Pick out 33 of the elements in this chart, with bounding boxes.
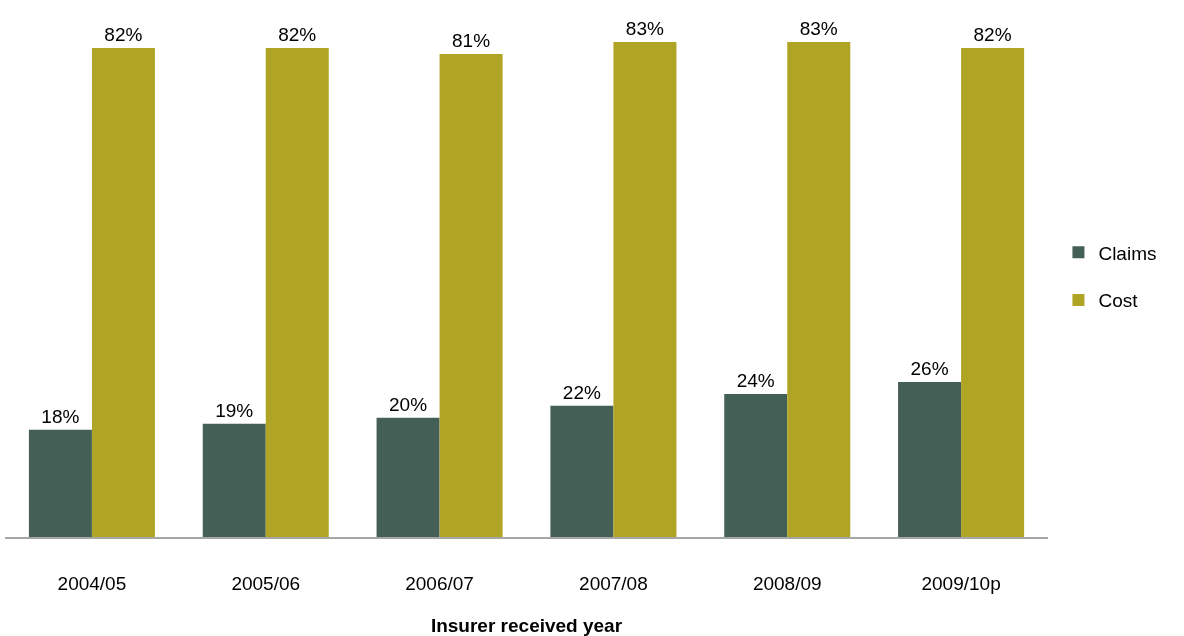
x-tick-label: 2004/05 (57, 572, 127, 594)
bar (28, 429, 92, 537)
x-tick-label: 2008/09 (752, 572, 822, 594)
bar (613, 42, 677, 537)
data-label: 20% (389, 393, 428, 415)
data-label: 83% (799, 18, 838, 40)
data-label: 26% (910, 357, 949, 379)
data-label: 22% (562, 381, 601, 403)
data-label: 82% (104, 24, 143, 46)
bar (439, 53, 503, 537)
x-tick-label: 2007/08 (579, 572, 648, 594)
bar (376, 417, 440, 537)
x-tick-label: 2009/10p (921, 572, 1001, 594)
bar (898, 381, 962, 537)
x-tick-label: 2006/07 (405, 572, 474, 594)
x-tick-label: 2005/06 (231, 572, 301, 594)
bar (202, 423, 266, 537)
legend-label: Claims (1098, 242, 1157, 264)
data-label: 24% (736, 369, 775, 391)
data-label: 81% (452, 29, 491, 51)
bar (265, 48, 329, 537)
bar (961, 48, 1025, 537)
x-axis-title: Insurer received year (430, 615, 623, 636)
data-label: 82% (973, 24, 1012, 46)
data-label: 83% (625, 18, 664, 40)
data-label: 19% (215, 399, 254, 421)
legend-label: Cost (1098, 290, 1139, 312)
data-label: 82% (278, 24, 317, 46)
data-label: 18% (41, 405, 80, 427)
bar (550, 405, 614, 537)
bar (787, 42, 851, 537)
bar (91, 48, 155, 537)
bar (724, 393, 788, 537)
